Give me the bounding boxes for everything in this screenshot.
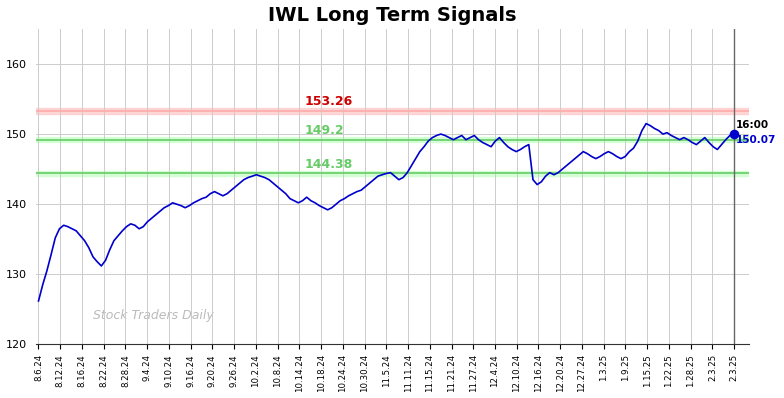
Point <box>728 131 740 137</box>
Bar <box>36 137 749 142</box>
Bar <box>36 171 749 176</box>
Title: IWL Long Term Signals: IWL Long Term Signals <box>268 6 517 25</box>
Text: 16:00: 16:00 <box>736 120 769 130</box>
Text: 144.38: 144.38 <box>304 158 353 171</box>
Text: 153.26: 153.26 <box>304 95 353 108</box>
Text: Stock Traders Daily: Stock Traders Daily <box>93 309 214 322</box>
Bar <box>36 108 749 114</box>
Text: 150.07: 150.07 <box>736 135 777 145</box>
Text: 149.2: 149.2 <box>304 124 344 137</box>
